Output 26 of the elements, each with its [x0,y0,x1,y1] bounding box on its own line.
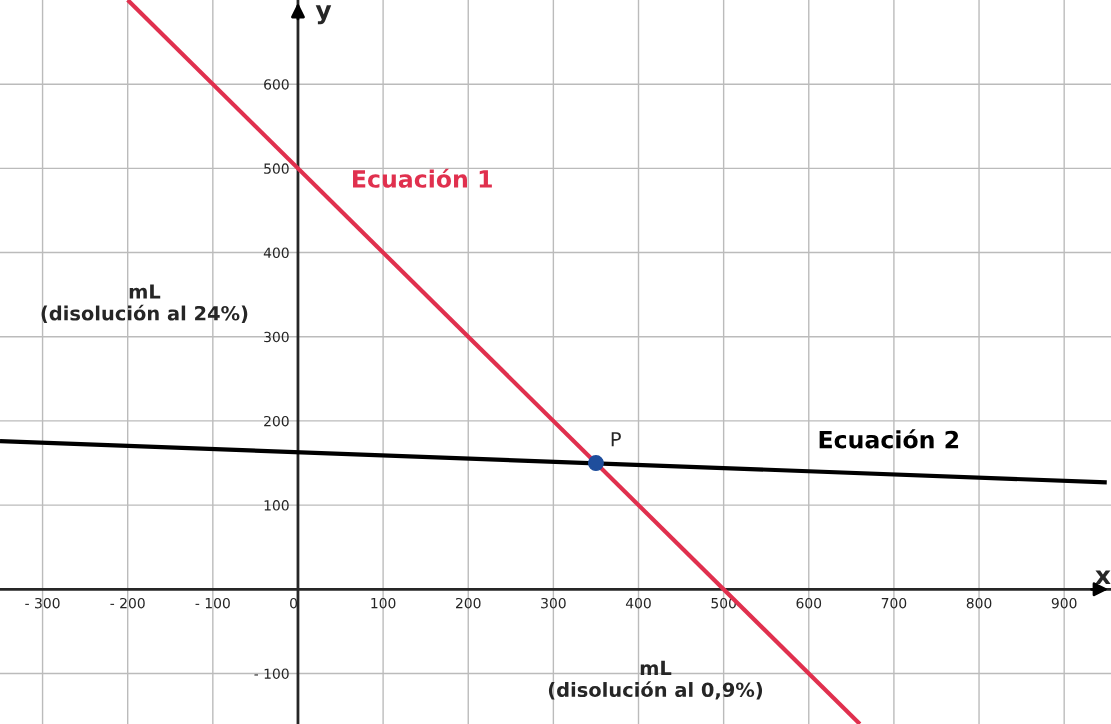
series-label: Ecuación 2 [819,429,959,449]
y-tick-label: 300 [264,331,289,343]
x-tick-label: 600 [796,597,822,609]
y-tick-label: 100 [264,500,289,511]
x-tick-label: - 100 [195,597,230,609]
x-tick-label: - 300 [25,597,60,609]
annotation: y [315,5,332,25]
x-tick-label: 900 [1051,597,1077,609]
y-tick-label: - 100 [254,668,289,679]
x-axis-title: mL (disolución al 0,9%) [548,660,763,700]
x-tick-label: 300 [541,597,566,609]
y-axis-title: mL (disolución al 24%) [41,284,248,323]
x-tick-label: 100 [371,597,396,609]
annotation: x [1095,570,1111,585]
x-tick-label: 200 [456,597,481,609]
y-tick-label: 400 [263,247,289,259]
x-tick-label: 800 [966,597,992,609]
series-label: Ecuación 1 [353,168,492,188]
x-tick-label: 700 [881,597,907,609]
y-tick-label: 200 [264,415,289,427]
x-tick-label: 0 [290,597,298,609]
annotation: P [611,432,621,447]
y-tick-label: 500 [264,163,289,174]
y-tick-label: 600 [264,79,289,90]
x-tick-label: - 200 [110,597,145,609]
x-tick-label: 400 [625,597,651,609]
